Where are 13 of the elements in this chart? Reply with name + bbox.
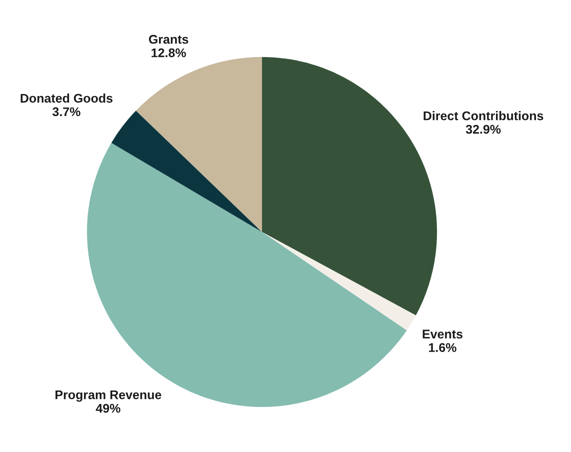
pie-slice [262,232,416,330]
data-label: 3.7% [52,107,80,116]
slice-label: Donated Goods [20,94,112,103]
pie-slice [111,110,262,232]
data-label: 12.8% [152,48,186,58]
data-label: 1.6% [429,343,456,352]
slice-label: Direct Contributions [424,111,544,120]
data-label: 32.9% [466,124,501,134]
pie-slice [136,57,262,232]
slice-label: Program Revenue [56,390,162,402]
slice-label: Events [422,330,462,339]
data-label: 49% [96,404,120,413]
slice-label: Grants [148,34,188,44]
